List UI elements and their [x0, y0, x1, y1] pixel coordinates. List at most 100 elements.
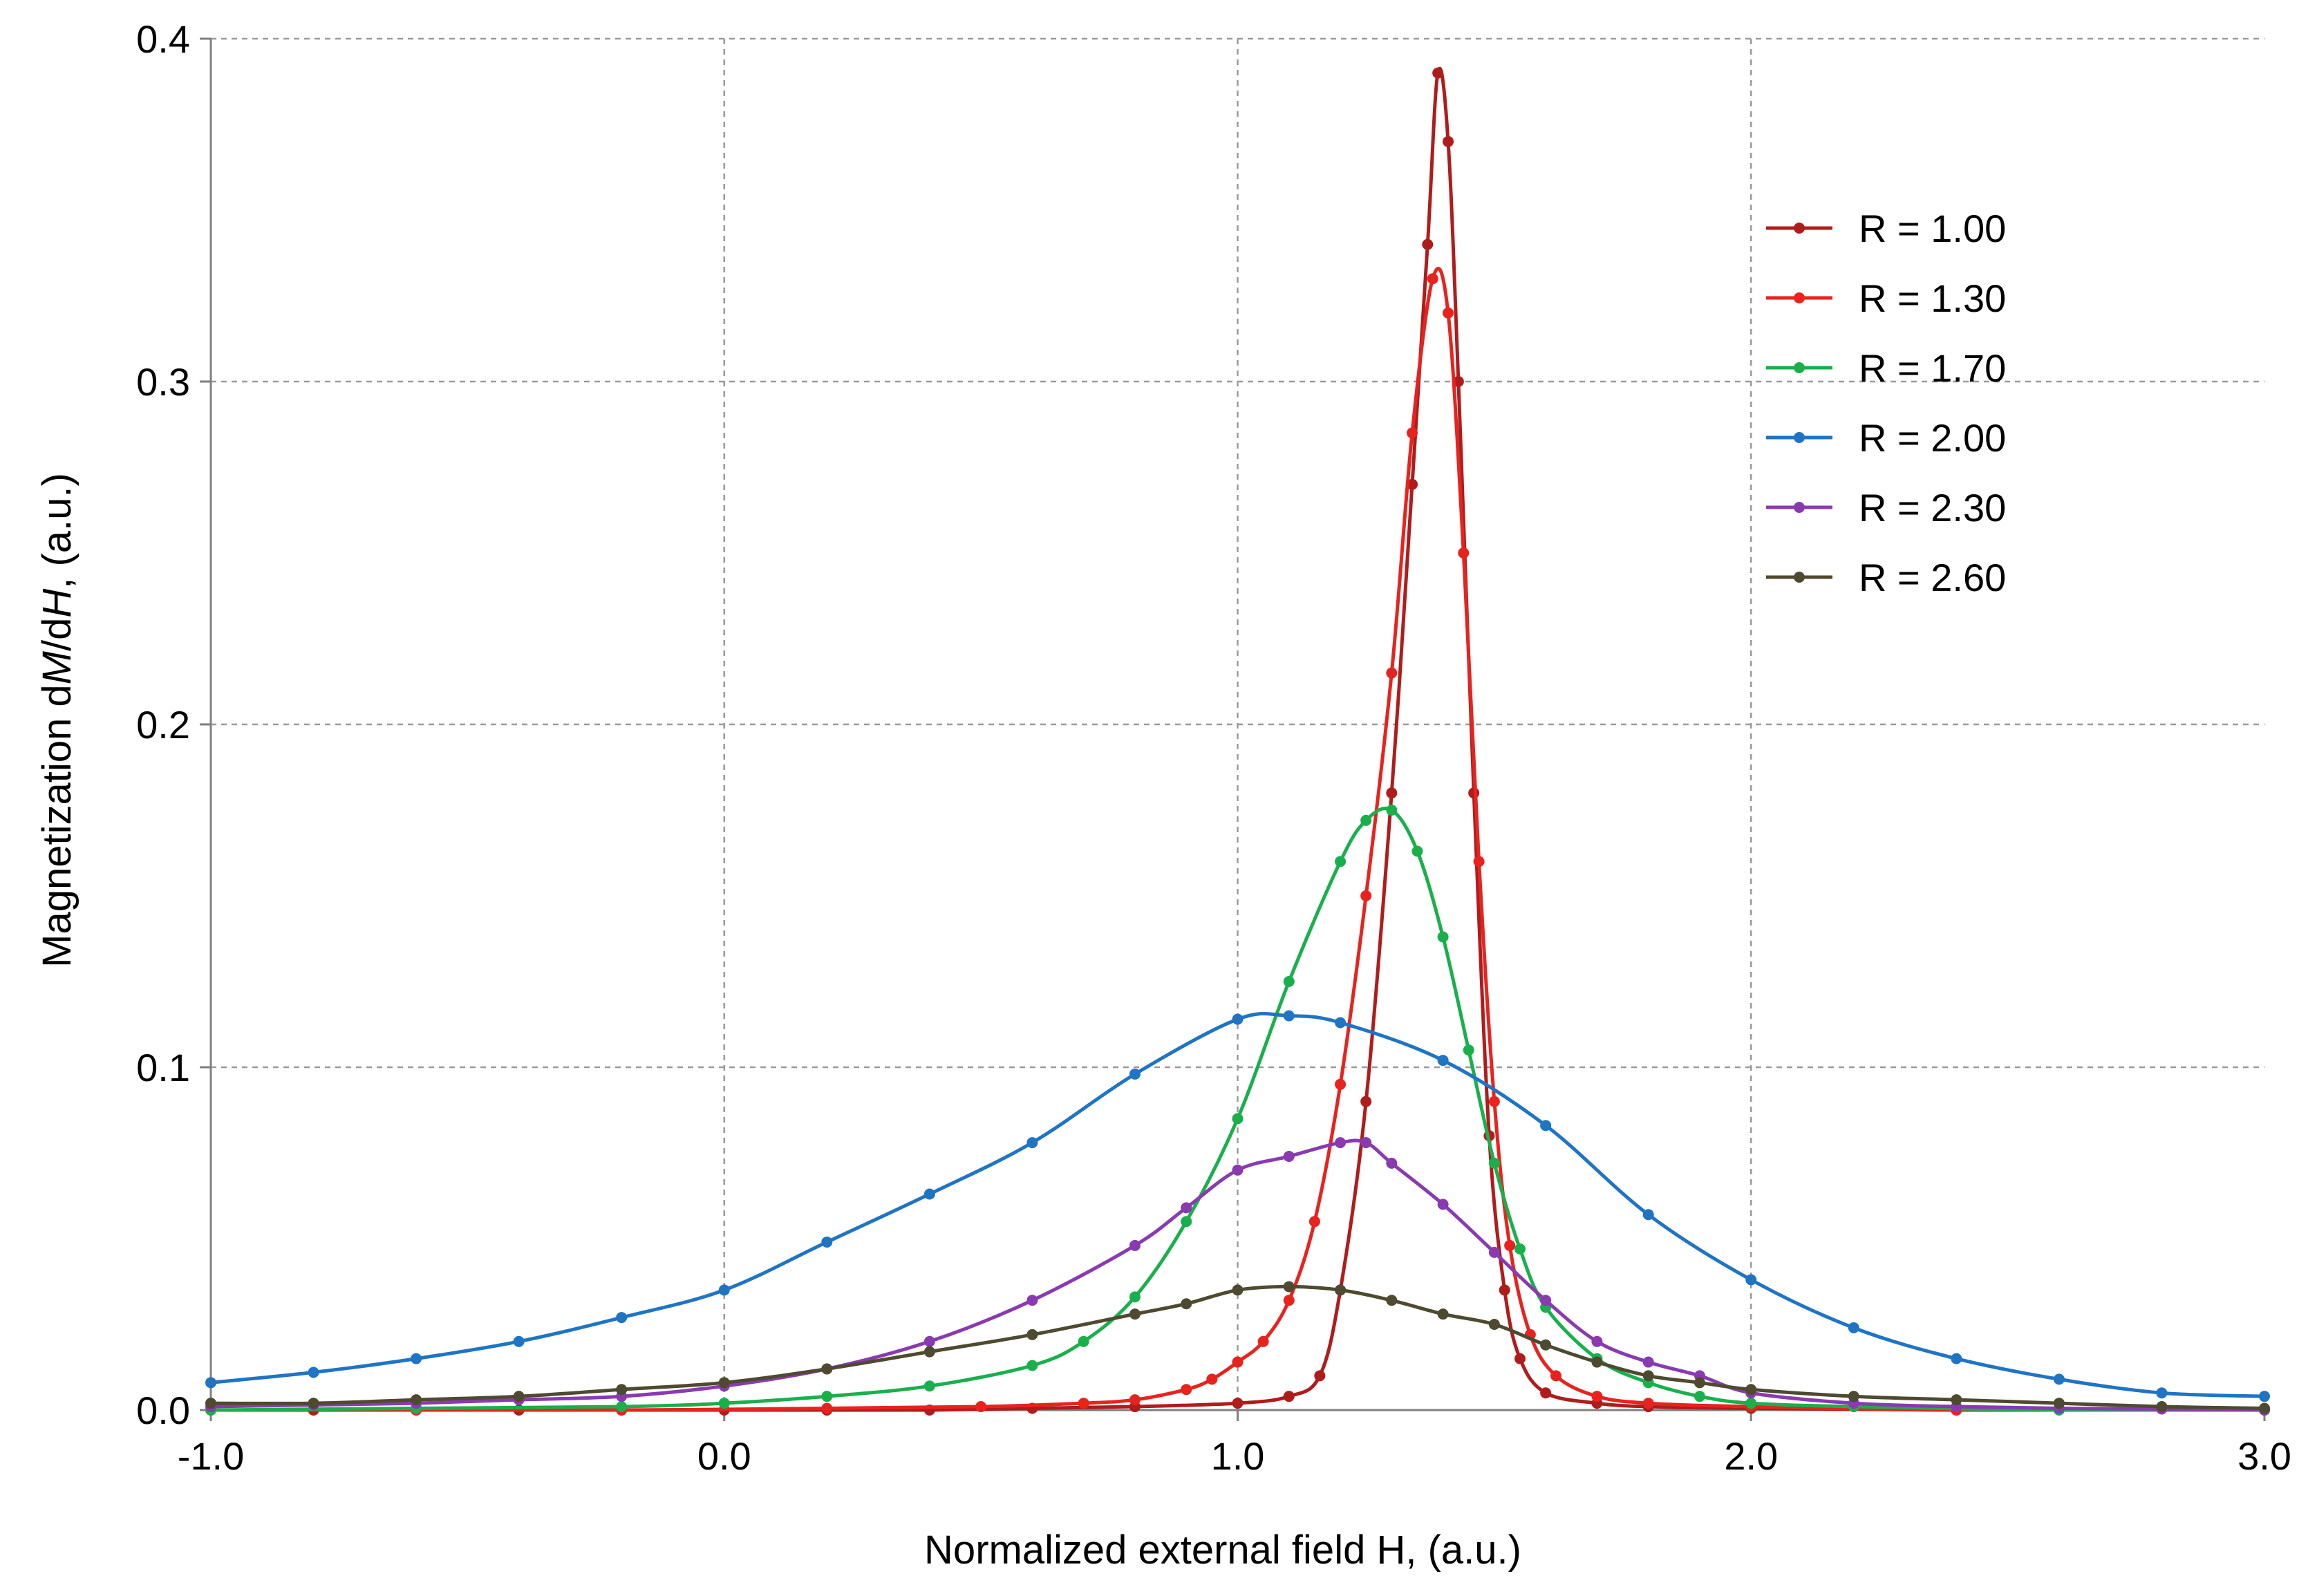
data-point — [1642, 1370, 1654, 1382]
legend-item: R = 1.70 — [1766, 346, 2006, 390]
legend-item: R = 1.00 — [1766, 207, 2006, 250]
data-point — [1488, 1157, 1500, 1169]
data-point — [1360, 1096, 1372, 1107]
x-tick-label: 3.0 — [2237, 1434, 2291, 1478]
y-tick-label: 0.4 — [136, 17, 190, 61]
data-point — [1407, 427, 1418, 439]
data-point — [1232, 1398, 1244, 1409]
data-point — [975, 1401, 987, 1413]
data-point — [1488, 1246, 1500, 1258]
legend-item: R = 2.60 — [1766, 556, 2006, 599]
data-point — [821, 1391, 833, 1402]
data-point — [1283, 1295, 1295, 1306]
data-point — [1335, 1017, 1347, 1029]
y-tick-label: 0.2 — [136, 703, 190, 747]
data-point — [1540, 1339, 1552, 1351]
data-point — [2156, 1387, 2168, 1399]
data-point — [1232, 1113, 1244, 1125]
data-point — [308, 1398, 319, 1409]
data-point — [616, 1401, 628, 1413]
data-point — [513, 1391, 525, 1402]
data-point — [205, 1377, 216, 1389]
data-point — [1745, 1384, 1757, 1396]
data-point — [1514, 1243, 1526, 1255]
y-axis-title: Magnetization dM/dH, (a.u.) — [35, 473, 79, 968]
data-point — [1591, 1391, 1603, 1402]
legend-item: R = 1.30 — [1766, 276, 2006, 320]
data-point — [1360, 814, 1372, 826]
data-point — [1078, 1398, 1089, 1409]
data-point — [1642, 1398, 1654, 1409]
data-point — [1437, 1055, 1449, 1067]
data-point — [1314, 1370, 1326, 1382]
x-tick-label: 2.0 — [1724, 1434, 1778, 1478]
data-point — [1443, 307, 1454, 319]
data-point — [1694, 1391, 1705, 1402]
legend-label: R = 2.00 — [1859, 416, 2006, 460]
grid-lines — [211, 37, 2264, 1410]
data-point — [205, 1398, 216, 1409]
data-point — [616, 1312, 628, 1324]
data-point — [1848, 1322, 1859, 1333]
data-point — [1694, 1377, 1705, 1389]
data-point — [1591, 1356, 1603, 1368]
data-point — [1745, 1274, 1757, 1286]
data-point — [821, 1402, 833, 1414]
data-point — [1504, 1239, 1516, 1251]
data-point — [1360, 890, 1372, 901]
data-point — [821, 1363, 833, 1375]
data-point — [1335, 856, 1347, 867]
data-point — [1386, 1295, 1398, 1306]
data-point — [1427, 273, 1438, 285]
legend-label: R = 1.70 — [1859, 346, 2006, 390]
data-point — [1206, 1373, 1218, 1385]
data-point — [1386, 1157, 1398, 1169]
data-point — [718, 1284, 730, 1296]
y-axis-title-part: H — [35, 589, 79, 618]
data-point — [2053, 1398, 2065, 1409]
series-line — [209, 1284, 2267, 1410]
data-point — [1386, 805, 1398, 816]
y-tick-label: 0.1 — [136, 1046, 190, 1089]
data-point — [1308, 1216, 1320, 1228]
data-point — [1026, 1137, 1038, 1149]
data-point — [1642, 1209, 1654, 1221]
data-point — [1422, 238, 1434, 250]
data-point — [1745, 1398, 1757, 1409]
data-point — [1129, 1394, 1141, 1406]
data-point — [1458, 547, 1470, 558]
data-point — [1437, 1308, 1449, 1320]
data-point — [1591, 1335, 1603, 1347]
data-point — [1181, 1298, 1192, 1310]
series-2 — [205, 805, 2270, 1416]
x-tick-label: 0.0 — [697, 1434, 751, 1478]
data-point — [1432, 67, 1444, 79]
data-point — [1488, 1319, 1500, 1330]
data-point — [1181, 1216, 1192, 1228]
data-point — [1129, 1308, 1141, 1320]
legend-label: R = 1.30 — [1859, 276, 2006, 320]
data-point — [1335, 1078, 1347, 1090]
legend-label: R = 2.60 — [1859, 556, 2006, 599]
data-point — [1452, 376, 1464, 387]
data-point — [1129, 1291, 1141, 1303]
data-point — [1335, 1137, 1347, 1149]
legend: R = 1.00 R = 1.30 R = 1.70 R = 2.00 R = 2.30… — [1766, 207, 2006, 599]
data-point — [1642, 1356, 1654, 1368]
data-point — [1129, 1239, 1141, 1251]
data-point — [1550, 1370, 1562, 1382]
y-axis-title-part: Magnetization d — [35, 684, 79, 967]
data-point — [1473, 856, 1485, 867]
data-point — [923, 1346, 935, 1358]
x-tick-label: 1.0 — [1211, 1434, 1265, 1478]
data-point — [1540, 1295, 1552, 1306]
data-point — [1386, 667, 1398, 679]
data-point — [616, 1384, 628, 1396]
series-lines — [205, 66, 2270, 1416]
data-point — [1026, 1360, 1038, 1371]
data-point — [1463, 1044, 1474, 1056]
data-point — [923, 1380, 935, 1392]
data-point — [1437, 931, 1449, 943]
